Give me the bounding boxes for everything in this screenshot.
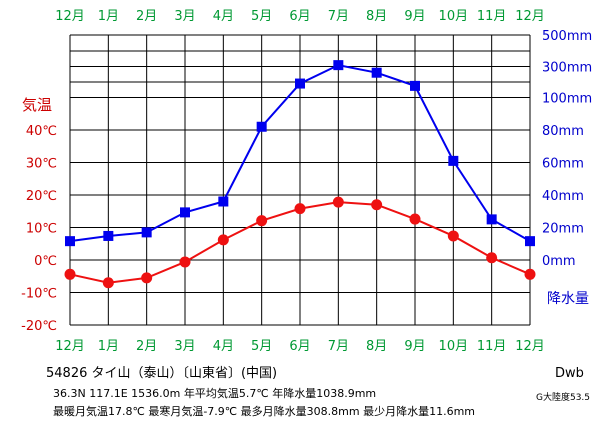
temperature-point (332, 196, 344, 208)
precipitation-point (65, 236, 75, 247)
temperature-tick-label: -10℃ (21, 287, 57, 302)
precipitation-point (525, 236, 535, 247)
chart-grid (69, 34, 531, 326)
station-stats-line-1: 36.3N 117.1E 1536.0m 年平均気温5.7℃ 年降水量1038.… (53, 387, 377, 400)
temperature-point (64, 268, 76, 280)
temperature-point (524, 268, 536, 280)
precipitation-tick-label: 100mm (542, 92, 592, 107)
series-layer (64, 60, 536, 289)
month-label-bottom: 4月 (213, 339, 234, 354)
precipitation-point (141, 227, 152, 238)
precipitation-point (333, 60, 344, 71)
month-label-top: 11月 (477, 9, 507, 24)
temperature-point (447, 230, 459, 242)
month-label-bottom: 11月 (477, 339, 507, 354)
temperature-tick-label: 10℃ (26, 222, 57, 237)
month-label-bottom: 7月 (328, 339, 349, 354)
precipitation-point (103, 230, 114, 241)
month-label-top: 3月 (174, 9, 195, 24)
month-label-bottom: 2月 (136, 339, 157, 354)
precipitation-tick-label: 60mm (542, 157, 584, 172)
month-labels-top: 12月 1月 2月 3月 4月 5月 6月 7月 8月 9月 10月 11月 12月 (55, 9, 545, 24)
temperature-point (102, 277, 114, 289)
month-labels-bottom: 12月 1月 2月 3月 4月 5月 6月 7月 8月 9月 10月 11月 12月 (55, 339, 545, 354)
station-title: 54826 タイ山（泰山）〔山東省〕(中国) (46, 366, 278, 381)
temperature-tick-label: 20℃ (26, 189, 57, 204)
precipitation-point (448, 155, 459, 166)
precipitation-point (486, 214, 497, 225)
month-label-bottom: 12月 (515, 339, 545, 354)
month-label-top: 12月 (55, 9, 85, 24)
month-label-top: 5月 (251, 9, 272, 24)
month-label-bottom: 12月 (55, 339, 85, 354)
temperature-point (256, 215, 268, 227)
temperature-tick-label: -20℃ (21, 319, 57, 334)
temperature-point (371, 199, 383, 211)
temperature-tick-label: 0℃ (34, 254, 57, 269)
precipitation-tick-label: 500mm (542, 29, 592, 44)
month-label-bottom: 6月 (289, 339, 310, 354)
temperature-tick-label: 40℃ (26, 124, 57, 139)
temperature-point (179, 256, 191, 268)
precipitation-point (218, 196, 229, 207)
precipitation-tick-labels: 500mm 300mm 100mm 80mm 60mm 40mm 20mm 0mm (542, 29, 592, 269)
precipitation-tick-label: 40mm (542, 189, 584, 204)
month-label-top: 4月 (213, 9, 234, 24)
station-stats-line-2: 最暖月気温17.8℃ 最寒月気温-7.9℃ 最多月降水量308.8mm 最少月降… (53, 405, 475, 418)
temperature-point (409, 213, 421, 225)
temperature-point (294, 203, 306, 215)
precipitation-point (180, 207, 190, 218)
precipitation-tick-label: 300mm (542, 61, 592, 76)
temperature-axis-label: 気温 (22, 96, 52, 114)
temperature-tick-labels: 40℃ 30℃ 20℃ 10℃ 0℃ -10℃ -20℃ (21, 124, 57, 334)
month-label-top: 2月 (136, 9, 157, 24)
month-label-top: 12月 (515, 9, 545, 24)
precipitation-tick-label: 20mm (542, 222, 584, 237)
precipitation-point (256, 121, 267, 132)
precipitation-point (371, 67, 382, 78)
temperature-point (141, 272, 153, 284)
month-label-bottom: 10月 (439, 339, 469, 354)
month-label-top: 8月 (366, 9, 387, 24)
month-label-bottom: 8月 (366, 339, 387, 354)
precipitation-tick-label: 80mm (542, 124, 584, 139)
month-label-top: 7月 (328, 9, 349, 24)
month-label-top: 1月 (98, 9, 119, 24)
month-label-top: 9月 (404, 9, 425, 24)
month-label-bottom: 3月 (174, 339, 195, 354)
month-label-bottom: 1月 (98, 339, 119, 354)
month-label-bottom: 5月 (251, 339, 272, 354)
precipitation-axis-label: 降水量 (547, 291, 589, 307)
month-label-bottom: 9月 (404, 339, 425, 354)
precipitation-point (410, 80, 420, 91)
month-label-top: 10月 (439, 9, 469, 24)
temperature-point (486, 252, 498, 264)
koppen-climate-class: Dwb (555, 366, 584, 381)
month-label-top: 6月 (289, 9, 310, 24)
precipitation-tick-label: 0mm (542, 254, 576, 269)
temperature-tick-label: 30℃ (26, 157, 57, 172)
continentality-index: G大陸度53.5 (536, 393, 591, 403)
temperature-point (217, 234, 229, 246)
precipitation-point (295, 78, 305, 89)
